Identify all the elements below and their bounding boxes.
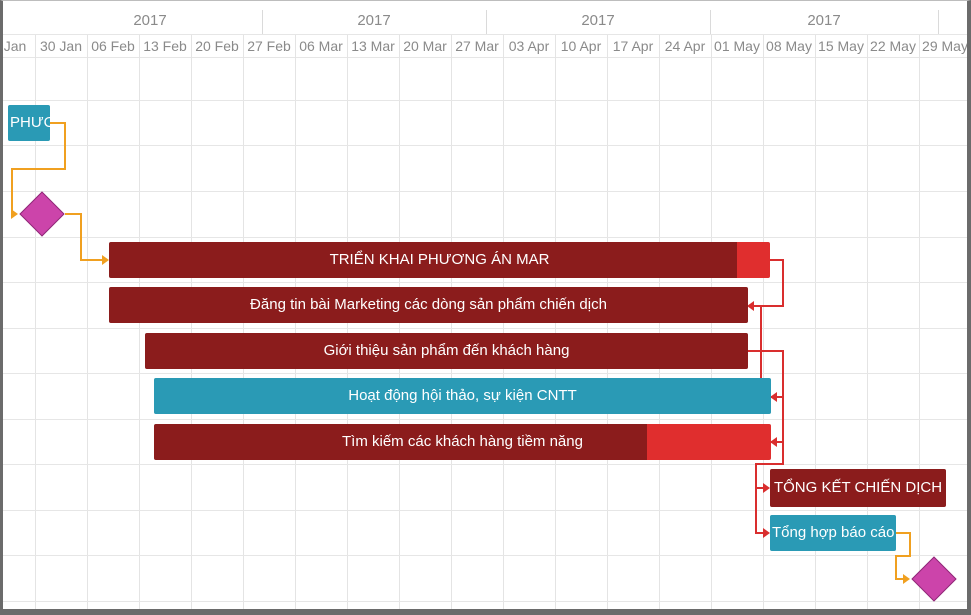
grid-row-line [3,100,967,101]
year-label: 2017 [133,12,167,29]
week-label: 10 Apr [560,38,602,54]
task-label: TỔNG KẾT CHIẾN DỊCH [773,479,943,496]
task-label: Hoạt động hội thảo, sự kiện CNTT [348,387,577,404]
week-label: 22 May [870,38,916,54]
grid-row-line [3,191,967,192]
week-label: Jan [3,38,27,54]
arrow-head-icon [102,255,109,265]
task-bar-report-summary[interactable]: Tổng hợp báo cáo c [770,515,896,551]
task-progress [154,378,771,414]
week-label: 24 Apr [664,38,706,54]
link-prep-to-milestone[interactable] [11,122,66,214]
week-label: 01 May [714,38,760,54]
grid-row-line [3,34,967,35]
week-label: 15 May [818,38,864,54]
grid-row-line [3,601,967,602]
arrow-head-icon [770,437,777,447]
grid-col-line [867,35,868,609]
task-progress [770,469,946,507]
task-label: Đăng tin bài Marketing các dòng sản phẩm… [250,296,607,313]
task-progress [109,242,737,278]
task-progress [8,105,50,141]
grid-col-line [763,35,764,609]
week-label: 27 Mar [455,38,499,54]
week-label: 27 Feb [247,38,291,54]
arrow-head-icon [747,301,754,311]
week-label: 13 Feb [143,38,187,54]
year-divider [262,10,263,35]
grid-row-line [3,510,967,511]
grid-row-line [3,237,967,238]
grid-row-line [3,464,967,465]
grid-col-line [815,35,816,609]
week-label: 29 May [922,38,967,54]
task-progress [154,424,647,460]
task-label: Tổng hợp báo cáo c [772,524,896,541]
grid-row-line [3,328,967,329]
gantt-chart: 2017 2017 2017 2017 Jan 30 Jan 06 Feb 13… [3,1,967,609]
link-milestone-to-deploy[interactable] [65,213,105,261]
link-report-to-milestone[interactable] [895,532,911,580]
arrow-head-icon [763,483,770,493]
week-label: 06 Feb [91,38,135,54]
task-progress [109,287,748,323]
week-label: 13 Mar [351,38,395,54]
week-label: 20 Feb [195,38,239,54]
task-bar-seminar-events[interactable]: Hoạt động hội thảo, sự kiện CNTT [154,378,771,414]
week-label: 06 Mar [299,38,343,54]
grid-row-line [3,282,967,283]
grid-row-line [3,419,967,420]
week-label: 08 May [766,38,812,54]
task-progress [145,333,748,369]
grid-col-line [87,35,88,609]
task-bar-prep-phase[interactable]: PHƯƠ [8,105,50,141]
arrow-head-icon [770,392,777,402]
task-progress [770,515,896,551]
grid-row-line [3,373,967,374]
year-label: 2017 [357,12,391,29]
grid-col-line [919,35,920,609]
arrow-head-icon [763,528,770,538]
grid-row-line [3,57,967,58]
task-remaining [647,424,771,460]
task-label: Tìm kiếm các khách hàng tiềm năng [342,433,583,450]
task-bar-deploy-plan[interactable]: TRIỂN KHAI PHƯƠNG ÁN MAR [109,242,770,278]
arrow-head-icon [903,574,910,584]
grid-row-line [3,145,967,146]
task-bar-find-customers[interactable]: Tìm kiếm các khách hàng tiềm năng [154,424,771,460]
task-label: Giới thiệu sản phẩm đến khách hàng [323,342,570,359]
year-label: 2017 [581,12,615,29]
task-remaining [737,242,770,278]
week-label: 20 Mar [403,38,447,54]
year-divider [710,10,711,35]
grid-row-line [3,555,967,556]
week-label: 17 Apr [612,38,654,54]
year-divider [486,10,487,35]
week-label: 30 Jan [39,38,83,54]
arrow-head-icon [11,209,18,219]
year-divider [938,10,939,35]
task-bar-post-articles[interactable]: Đăng tin bài Marketing các dòng sản phẩm… [109,287,748,323]
task-bar-campaign-summary[interactable]: TỔNG KẾT CHIẾN DỊCH [770,469,946,507]
task-bar-introduce-products[interactable]: Giới thiệu sản phẩm đến khách hàng [145,333,748,369]
task-label: TRIỂN KHAI PHƯƠNG ÁN MAR [329,251,550,268]
week-label: 03 Apr [508,38,550,54]
task-label: PHƯƠ [10,114,50,131]
year-label: 2017 [807,12,841,29]
grid-col-line [35,35,36,609]
